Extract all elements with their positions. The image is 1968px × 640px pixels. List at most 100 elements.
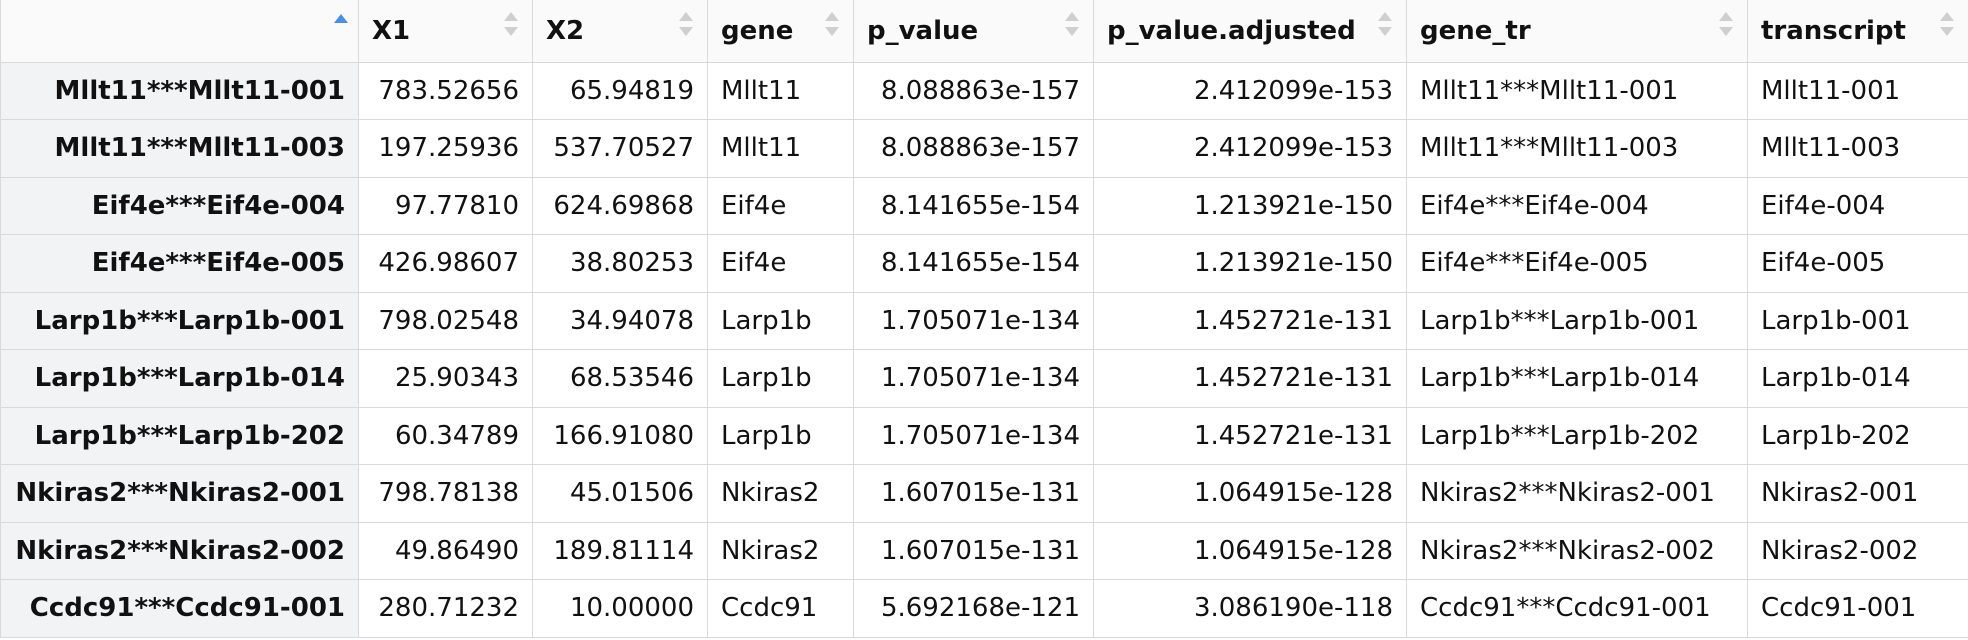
p-value-adjusted-cell: 1.452721e-131	[1093, 291, 1407, 350]
p-value-adjusted-cell: 1.213921e-150	[1093, 234, 1407, 293]
gene-tr-cell: Nkiras2***Nkiras2-001	[1406, 464, 1748, 523]
p-value-cell: 8.141655e-154	[853, 176, 1094, 235]
column-header-label: p_value.adjusted	[1107, 15, 1356, 46]
x1-cell: 60.34789	[358, 406, 533, 465]
transcript-cell: Eif4e-004	[1747, 176, 1968, 235]
sort-icon[interactable]	[1378, 12, 1392, 36]
gene-cell: Larp1b	[707, 406, 854, 465]
transcript-cell: Nkiras2-001	[1747, 464, 1968, 523]
transcript-cell: Eif4e-005	[1747, 234, 1968, 293]
table-row: Mllt11***Mllt11-001 783.52656 65.94819 M…	[0, 61, 1968, 120]
table-row: Eif4e***Eif4e-005 426.98607 38.80253 Eif…	[0, 234, 1968, 293]
x2-cell: 624.69868	[532, 176, 708, 235]
p-value-adjusted-cell: 2.412099e-153	[1093, 119, 1407, 178]
x1-cell: 798.78138	[358, 464, 533, 523]
gene-tr-cell: Nkiras2***Nkiras2-002	[1406, 521, 1748, 580]
transcript-cell: Nkiras2-002	[1747, 521, 1968, 580]
transcript-cell: Mllt11-001	[1747, 61, 1968, 120]
x1-cell: 280.71232	[358, 579, 533, 638]
x1-cell: 798.02548	[358, 291, 533, 350]
table-row: Nkiras2***Nkiras2-002 49.86490 189.81114…	[0, 521, 1968, 580]
x1-cell: 426.98607	[358, 234, 533, 293]
sort-icon[interactable]	[1940, 12, 1954, 36]
p-value-adjusted-cell: 1.064915e-128	[1093, 464, 1407, 523]
column-header-transcript[interactable]: transcript	[1747, 0, 1968, 63]
gene-cell: Eif4e	[707, 234, 854, 293]
sort-icon[interactable]	[825, 12, 839, 36]
transcript-cell: Larp1b-014	[1747, 349, 1968, 408]
gene-tr-cell: Ccdc91***Ccdc91-001	[1406, 579, 1748, 638]
p-value-adjusted-cell: 3.086190e-118	[1093, 579, 1407, 638]
gene-cell: Mllt11	[707, 61, 854, 120]
column-header-label: gene_tr	[1420, 15, 1531, 46]
sort-icon[interactable]	[1065, 12, 1079, 36]
gene-cell: Larp1b	[707, 349, 854, 408]
gene-cell: Nkiras2	[707, 521, 854, 580]
p-value-cell: 8.141655e-154	[853, 234, 1094, 293]
column-header-x1[interactable]: X1	[358, 0, 533, 63]
x2-cell: 537.70527	[532, 119, 708, 178]
gene-cell: Ccdc91	[707, 579, 854, 638]
gene-cell: Larp1b	[707, 291, 854, 350]
table-row: Ccdc91***Ccdc91-001 280.71232 10.00000 C…	[0, 579, 1968, 638]
row-name-cell: Mllt11***Mllt11-003	[0, 119, 359, 178]
gene-cell: Mllt11	[707, 119, 854, 178]
p-value-cell: 1.607015e-131	[853, 464, 1094, 523]
p-value-cell: 8.088863e-157	[853, 119, 1094, 178]
gene-tr-cell: Mllt11***Mllt11-003	[1406, 119, 1748, 178]
p-value-adjusted-cell: 1.452721e-131	[1093, 349, 1407, 408]
x1-cell: 25.90343	[358, 349, 533, 408]
row-name-cell: Eif4e***Eif4e-005	[0, 234, 359, 293]
transcript-cell: Mllt11-003	[1747, 119, 1968, 178]
x2-cell: 65.94819	[532, 61, 708, 120]
transcript-cell: Larp1b-202	[1747, 406, 1968, 465]
gene-tr-cell: Mllt11***Mllt11-001	[1406, 61, 1748, 120]
x1-cell: 197.25936	[358, 119, 533, 178]
p-value-cell: 1.705071e-134	[853, 349, 1094, 408]
column-header-gene-tr[interactable]: gene_tr	[1406, 0, 1748, 63]
row-name-cell: Nkiras2***Nkiras2-002	[0, 521, 359, 580]
x2-cell: 34.94078	[532, 291, 708, 350]
gene-tr-cell: Larp1b***Larp1b-001	[1406, 291, 1748, 350]
gene-tr-cell: Larp1b***Larp1b-202	[1406, 406, 1748, 465]
row-name-cell: Nkiras2***Nkiras2-001	[0, 464, 359, 523]
p-value-adjusted-cell: 1.213921e-150	[1093, 176, 1407, 235]
gene-cell: Nkiras2	[707, 464, 854, 523]
x2-cell: 68.53546	[532, 349, 708, 408]
x2-cell: 189.81114	[532, 521, 708, 580]
row-name-cell: Ccdc91***Ccdc91-001	[0, 579, 359, 638]
p-value-adjusted-cell: 1.064915e-128	[1093, 521, 1407, 580]
p-value-adjusted-cell: 1.452721e-131	[1093, 406, 1407, 465]
column-header-label: X2	[546, 15, 585, 46]
table-row: Nkiras2***Nkiras2-001 798.78138 45.01506…	[0, 464, 1968, 523]
table-header: X1 X2 gene p_value p_value.adjusted	[0, 0, 1968, 63]
transcript-cell: Ccdc91-001	[1747, 579, 1968, 638]
table-body: Mllt11***Mllt11-001 783.52656 65.94819 M…	[0, 61, 1968, 638]
sort-icon[interactable]	[679, 12, 693, 36]
column-header-label: p_value	[867, 15, 979, 46]
sort-ascending-icon[interactable]	[334, 14, 348, 38]
x2-cell: 166.91080	[532, 406, 708, 465]
p-value-cell: 1.705071e-134	[853, 406, 1094, 465]
gene-cell: Eif4e	[707, 176, 854, 235]
table-row: Eif4e***Eif4e-004 97.77810 624.69868 Eif…	[0, 176, 1968, 235]
column-header-label: transcript	[1761, 15, 1906, 46]
table-row: Larp1b***Larp1b-001 798.02548 34.94078 L…	[0, 291, 1968, 350]
column-header-x2[interactable]: X2	[532, 0, 708, 63]
sort-icon[interactable]	[504, 12, 518, 36]
p-value-cell: 1.607015e-131	[853, 521, 1094, 580]
row-name-cell: Larp1b***Larp1b-014	[0, 349, 359, 408]
header-row: X1 X2 gene p_value p_value.adjusted	[0, 0, 1968, 63]
gene-tr-cell: Eif4e***Eif4e-005	[1406, 234, 1748, 293]
column-header-label: X1	[372, 15, 411, 46]
column-header-p-value[interactable]: p_value	[853, 0, 1094, 63]
table-row: Mllt11***Mllt11-003 197.25936 537.70527 …	[0, 119, 1968, 178]
x1-cell: 97.77810	[358, 176, 533, 235]
column-header-gene[interactable]: gene	[707, 0, 854, 63]
column-header-p-value-adjusted[interactable]: p_value.adjusted	[1093, 0, 1407, 63]
x2-cell: 45.01506	[532, 464, 708, 523]
sort-icon[interactable]	[1719, 12, 1733, 36]
column-header-rownames[interactable]	[0, 0, 359, 63]
